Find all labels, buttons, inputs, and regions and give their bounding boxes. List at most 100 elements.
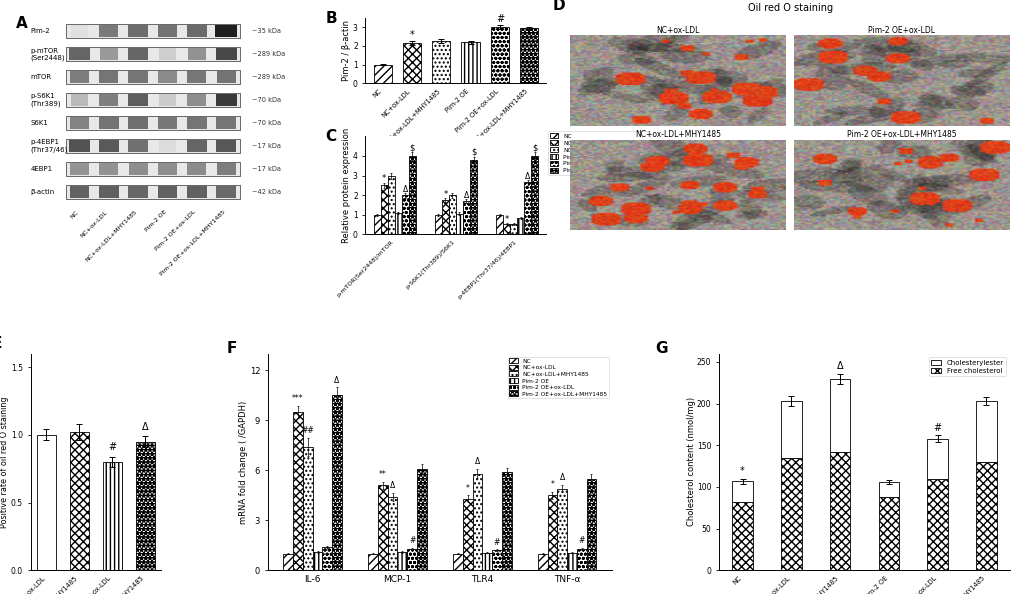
Bar xyxy=(128,117,148,129)
Bar xyxy=(128,71,148,83)
Bar xyxy=(99,26,118,37)
Bar xyxy=(520,28,538,83)
Bar xyxy=(37,435,56,570)
Bar xyxy=(732,502,752,570)
Text: Oil red O staining: Oil red O staining xyxy=(747,4,832,14)
Y-axis label: Cholesterol content (nmol/mg): Cholesterol content (nmol/mg) xyxy=(686,397,695,526)
Bar xyxy=(66,116,239,130)
Bar xyxy=(556,489,567,570)
Text: ***: *** xyxy=(291,394,304,403)
Bar xyxy=(187,71,206,83)
Bar xyxy=(409,156,416,235)
Bar xyxy=(99,140,119,152)
Bar xyxy=(216,71,235,83)
Bar xyxy=(216,186,236,198)
Bar xyxy=(215,94,236,106)
Y-axis label: mRNA fold change ( /GAPDH): mRNA fold change ( /GAPDH) xyxy=(239,400,248,523)
Bar xyxy=(332,395,341,570)
Bar xyxy=(100,48,118,60)
Text: Pim-2 OE+ox-LDL: Pim-2 OE+ox-LDL xyxy=(154,210,197,252)
Text: NC+ox-LDL+MHY1485: NC+ox-LDL+MHY1485 xyxy=(85,210,138,263)
Text: β-actin: β-actin xyxy=(31,189,55,195)
Bar xyxy=(510,224,517,235)
Bar xyxy=(732,481,752,502)
Bar xyxy=(407,549,417,570)
Bar xyxy=(975,462,996,570)
Bar xyxy=(441,200,448,235)
Text: ~17 kDa: ~17 kDa xyxy=(252,166,280,172)
Bar xyxy=(401,195,409,235)
Text: Δ: Δ xyxy=(334,376,339,385)
Bar xyxy=(128,163,148,175)
Text: ~70 kDa: ~70 kDa xyxy=(252,120,280,126)
Bar xyxy=(66,24,239,39)
Text: $: $ xyxy=(410,144,415,153)
Bar xyxy=(455,214,463,235)
Text: p-4EBP1
(Thr37/46): p-4EBP1 (Thr37/46) xyxy=(31,139,68,153)
Bar xyxy=(70,163,89,175)
Bar xyxy=(829,378,850,452)
Bar xyxy=(99,117,118,129)
Bar xyxy=(128,94,148,106)
Text: Δ: Δ xyxy=(464,191,469,200)
Legend: Cholesterylester, Free cholesterol: Cholesterylester, Free cholesterol xyxy=(928,357,1006,376)
Text: 4EBP1: 4EBP1 xyxy=(31,166,53,172)
Bar xyxy=(158,26,177,37)
Bar xyxy=(463,201,470,235)
Bar xyxy=(975,401,996,462)
Bar xyxy=(128,186,148,198)
Bar xyxy=(186,186,207,198)
Bar xyxy=(394,213,401,235)
Text: G: G xyxy=(654,340,667,356)
Bar xyxy=(373,215,380,235)
Bar xyxy=(877,482,898,497)
Text: Δ: Δ xyxy=(142,422,149,432)
Bar xyxy=(158,163,176,175)
Text: Pim-2 OE+ox-LDL+MHY1485: Pim-2 OE+ox-LDL+MHY1485 xyxy=(159,210,226,277)
Text: Δ: Δ xyxy=(403,185,408,194)
Bar xyxy=(577,549,586,570)
Text: E: E xyxy=(0,336,2,351)
Text: $: $ xyxy=(471,148,476,157)
Bar xyxy=(926,438,947,479)
Text: Δ: Δ xyxy=(525,172,530,181)
Bar xyxy=(448,195,455,235)
Bar xyxy=(781,401,801,458)
Text: Δ: Δ xyxy=(559,473,565,482)
Title: NC+ox-LDL: NC+ox-LDL xyxy=(656,26,699,34)
Text: #: # xyxy=(932,423,941,433)
Bar xyxy=(136,441,155,570)
Text: #: # xyxy=(409,536,415,545)
Text: *: * xyxy=(740,466,744,476)
Bar xyxy=(452,554,463,570)
Bar xyxy=(186,140,207,152)
Text: ~70 kDa: ~70 kDa xyxy=(252,97,280,103)
Text: **: ** xyxy=(379,470,386,479)
Bar xyxy=(461,42,479,83)
Text: Δ: Δ xyxy=(389,481,394,490)
Bar xyxy=(99,94,118,106)
Bar xyxy=(303,447,313,570)
Bar xyxy=(434,215,441,235)
Text: ~35 kDa: ~35 kDa xyxy=(252,29,280,34)
Text: mTOR: mTOR xyxy=(31,74,52,80)
Text: NC: NC xyxy=(69,210,79,220)
Bar xyxy=(69,48,90,60)
Bar xyxy=(829,452,850,570)
Bar xyxy=(926,479,947,570)
Bar xyxy=(482,553,491,570)
Bar xyxy=(216,163,235,175)
Bar xyxy=(781,458,801,570)
Bar xyxy=(70,71,89,83)
Bar xyxy=(187,48,206,60)
Bar xyxy=(567,553,577,570)
Text: *: * xyxy=(550,481,554,489)
Bar xyxy=(157,186,177,198)
Bar xyxy=(292,412,303,570)
Text: Pim-2 OE: Pim-2 OE xyxy=(144,210,167,233)
Title: NC+ox-LDL+MHY1485: NC+ox-LDL+MHY1485 xyxy=(635,130,720,139)
Text: *: * xyxy=(504,214,508,223)
Text: ##: ## xyxy=(301,426,314,435)
Y-axis label: Relative protein expression: Relative protein expression xyxy=(342,128,352,243)
Bar xyxy=(216,140,236,152)
